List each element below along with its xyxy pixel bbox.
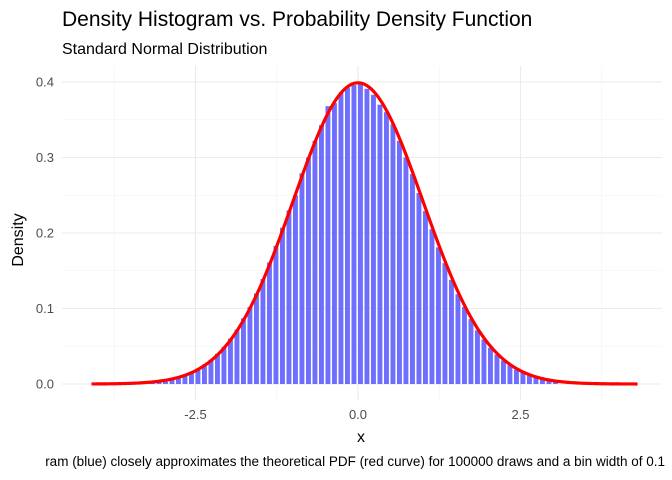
histogram-bar	[273, 245, 279, 384]
histogram-bar	[494, 354, 500, 384]
histogram-bar	[345, 87, 350, 384]
histogram-bar	[254, 293, 259, 384]
histogram-bar	[293, 195, 298, 384]
x-axis-label: x	[357, 429, 365, 446]
histogram-bar	[507, 365, 513, 384]
histogram-bar	[553, 381, 558, 384]
y-axis-label: Density	[10, 213, 27, 266]
histogram-bar	[403, 157, 409, 384]
histogram-bars	[143, 84, 558, 385]
histogram-bar	[208, 359, 214, 384]
histogram-bar	[202, 364, 207, 384]
histogram-bar	[286, 210, 292, 384]
histogram-bar	[234, 329, 240, 384]
histogram-bar	[364, 88, 370, 385]
histogram-bar	[436, 247, 441, 384]
histogram-bar	[423, 211, 428, 384]
histogram-bar	[176, 377, 181, 384]
y-tick-label: 0.2	[36, 226, 54, 241]
histogram-bar	[416, 192, 422, 384]
histogram-bar	[371, 94, 376, 385]
histogram-bar	[338, 92, 344, 384]
histogram-bar	[390, 124, 396, 384]
histogram-bar	[189, 371, 194, 384]
histogram-bar	[241, 318, 246, 384]
histogram-bar	[319, 125, 324, 384]
histogram-bar	[533, 377, 539, 384]
histogram-bar	[546, 380, 552, 384]
chart-title: Density Histogram vs. Probability Densit…	[62, 8, 532, 31]
histogram-bar	[215, 353, 220, 384]
histogram-bar	[260, 279, 266, 384]
histogram-bar	[540, 378, 545, 384]
y-tick-label: 0.0	[36, 377, 54, 392]
histogram-bar	[195, 368, 201, 384]
histogram-bar	[397, 140, 402, 384]
histogram-bar	[475, 330, 480, 384]
histogram-bar	[488, 347, 493, 384]
histogram-bar	[332, 103, 337, 384]
pdf-curve	[91, 81, 638, 386]
y-tick-label: 0.3	[36, 150, 54, 165]
histogram-bar	[358, 84, 363, 384]
histogram-bar	[280, 227, 285, 384]
histogram-bar	[163, 380, 168, 384]
chart-subtitle: Standard Normal Distribution	[62, 41, 267, 58]
histogram-bar	[429, 229, 435, 384]
chart-caption: ram (blue) closely approximates the theo…	[45, 454, 665, 469]
histogram-bar	[501, 360, 506, 384]
histogram-bar	[228, 338, 233, 384]
histogram-bar	[299, 173, 305, 384]
x-axis-ticks: -2.5 0.0 2.5	[184, 407, 529, 422]
histogram-bar	[455, 294, 461, 384]
histogram-bar	[384, 112, 389, 384]
y-axis-ticks: 0.0 0.1 0.2 0.3 0.4	[36, 75, 54, 392]
histogram-bar	[442, 263, 448, 384]
y-tick-label: 0.4	[36, 75, 54, 90]
histogram-bar	[520, 372, 526, 384]
histogram-bar	[410, 174, 415, 384]
histogram-bar	[527, 375, 532, 384]
histogram-bar	[247, 306, 253, 384]
x-tick-label: 2.5	[511, 407, 529, 422]
histogram-bar	[221, 347, 227, 384]
histogram-bar	[481, 339, 487, 384]
histogram-bar	[351, 85, 357, 385]
histogram-bar	[468, 319, 474, 384]
histogram-bar	[514, 369, 519, 384]
histogram-bar	[462, 306, 467, 384]
histogram-bar	[267, 262, 272, 384]
x-tick-label: -2.5	[184, 407, 206, 422]
histogram-bar	[325, 106, 331, 384]
x-tick-label: 0.0	[349, 407, 367, 422]
histogram-bar	[449, 279, 454, 384]
histogram-bar	[377, 104, 383, 385]
histogram-bar	[182, 374, 188, 384]
histogram-bar	[312, 140, 318, 384]
histogram-bar	[169, 378, 175, 384]
y-tick-label: 0.1	[36, 301, 54, 316]
histogram-bar	[306, 157, 311, 384]
